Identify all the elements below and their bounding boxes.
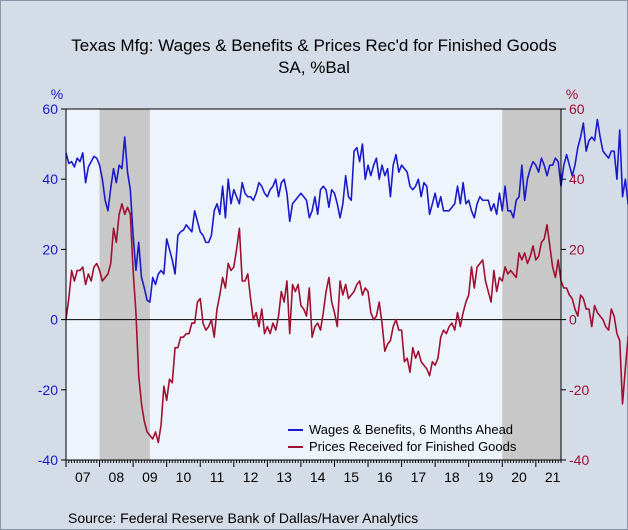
x-tick-label: 18	[444, 469, 460, 485]
x-tick-label: 21	[545, 469, 561, 485]
plot-area	[65, 108, 628, 461]
right-tick-label: 20	[569, 241, 585, 257]
x-tick-label: 15	[343, 469, 359, 485]
x-tick-label: 17	[411, 469, 427, 485]
x-tick-label: 09	[142, 469, 158, 485]
chart-title: Texas Mfg: Wages & Benefits & Prices Rec…	[71, 36, 556, 55]
x-tick-label: 11	[210, 469, 225, 485]
right-tick-label: 40	[569, 171, 585, 187]
x-tick-label: 13	[276, 469, 292, 485]
left-tick-label: 40	[42, 171, 58, 187]
right-axis: 60 40 20 0 -20 -40	[561, 101, 589, 468]
x-tick-label: 20	[511, 469, 527, 485]
right-axis-unit: %	[566, 86, 578, 102]
prices-received-line	[65, 202, 628, 444]
left-tick-label: 20	[42, 241, 58, 257]
left-tick-label: -20	[38, 382, 58, 398]
right-tick-label: -40	[569, 452, 589, 468]
x-tick-label: 16	[377, 469, 393, 485]
left-tick-label: -40	[38, 452, 58, 468]
legend-label-wages: Wages & Benefits, 6 Months Ahead	[309, 422, 513, 437]
wages-benefits-line	[65, 118, 628, 303]
right-tick-label: 0	[569, 312, 577, 328]
legend-label-prices: Prices Received for Finished Goods	[309, 439, 517, 454]
x-axis: 07 08 09 10 11 12 13 14 15 16 17 18 19 20 21	[65, 460, 562, 485]
x-tick-label: 14	[310, 469, 326, 485]
left-axis-unit: %	[51, 86, 63, 102]
plot-border	[65, 108, 562, 461]
legend: Wages & Benefits, 6 Months Ahead Prices …	[288, 422, 517, 454]
x-tick-label: 07	[75, 469, 91, 485]
right-tick-label: -20	[569, 382, 589, 398]
x-tick-label: 08	[109, 469, 125, 485]
left-tick-label: 0	[50, 312, 58, 328]
right-tick-label: 60	[569, 101, 585, 117]
source-note: Source: Federal Reserve Bank of Dallas/H…	[68, 510, 418, 526]
recession-band	[502, 109, 561, 460]
x-tick-label: 19	[478, 469, 494, 485]
left-tick-label: 60	[42, 101, 58, 117]
x-tick-label: 10	[176, 469, 192, 485]
x-tick-label: 12	[243, 469, 259, 485]
left-axis: 60 40 20 0 -20 -40	[38, 101, 66, 468]
chart-subtitle: SA, %Bal	[278, 58, 350, 77]
